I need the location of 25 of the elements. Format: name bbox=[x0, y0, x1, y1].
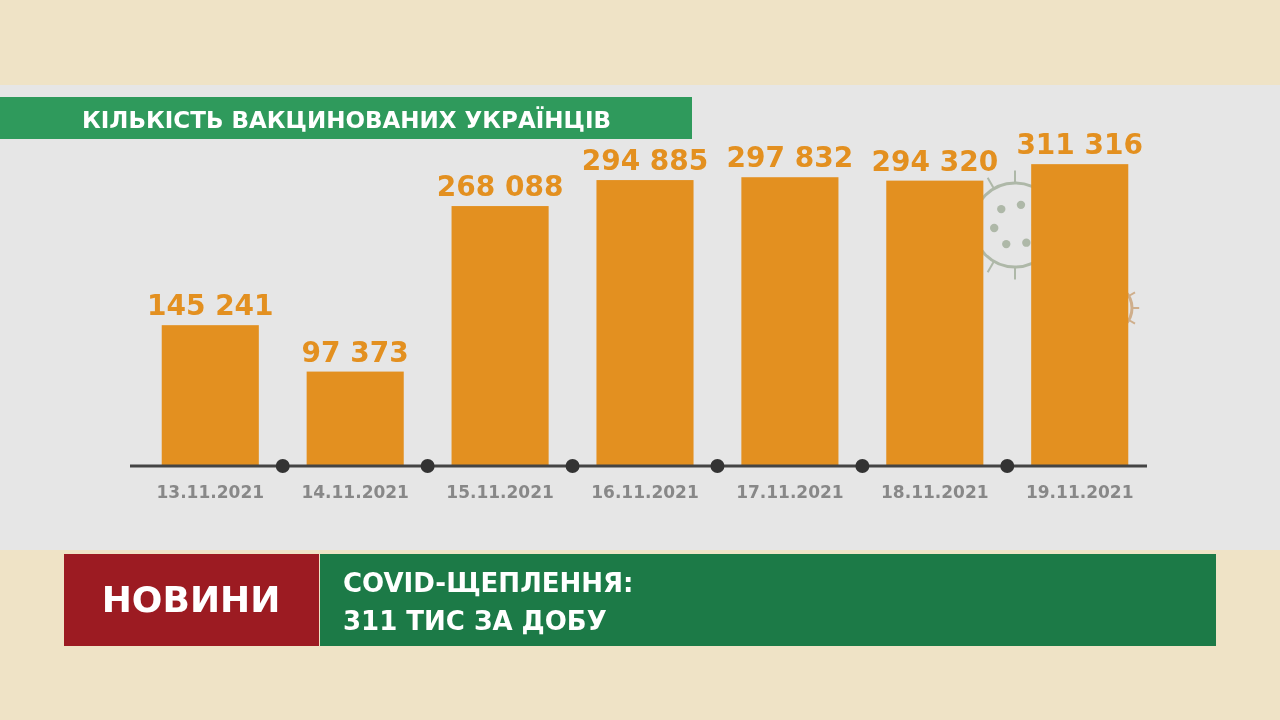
bar bbox=[886, 180, 984, 466]
bar bbox=[596, 180, 694, 466]
x-tick-label: 13.11.2021 bbox=[156, 482, 265, 502]
text: COVID-ЩЕПЛЕННЯ: bbox=[343, 568, 634, 598]
bar bbox=[161, 325, 259, 466]
x-tick-label: 19.11.2021 bbox=[1025, 482, 1134, 502]
data-label: 297 832 bbox=[726, 141, 854, 175]
x-tick-label: 16.11.2021 bbox=[591, 482, 699, 502]
bar bbox=[1031, 164, 1129, 466]
data-label: 294 320 bbox=[871, 144, 999, 178]
chart-title: КІЛЬКІСТЬ ВАКЦИНОВАНИХ УКРАЇНЦІВ bbox=[82, 106, 611, 133]
data-label: 294 885 bbox=[581, 144, 709, 178]
x-tick-label: 18.11.2021 bbox=[881, 482, 989, 502]
data-label: 145 241 bbox=[146, 289, 274, 323]
text: 311 ТИС ЗА ДОБУ bbox=[343, 606, 607, 636]
x-tick-label: 17.11.2021 bbox=[736, 482, 844, 502]
x-tick-label: 14.11.2021 bbox=[301, 482, 409, 502]
data-label: 311 316 bbox=[1016, 128, 1144, 162]
text: НОВИНИ bbox=[101, 579, 281, 620]
x-tick-label: 15.11.2021 bbox=[446, 482, 554, 502]
bar bbox=[451, 206, 549, 466]
data-label: 268 088 bbox=[436, 170, 564, 204]
bar bbox=[741, 177, 839, 466]
data-label: 97 373 bbox=[301, 335, 409, 369]
bar bbox=[306, 371, 404, 466]
